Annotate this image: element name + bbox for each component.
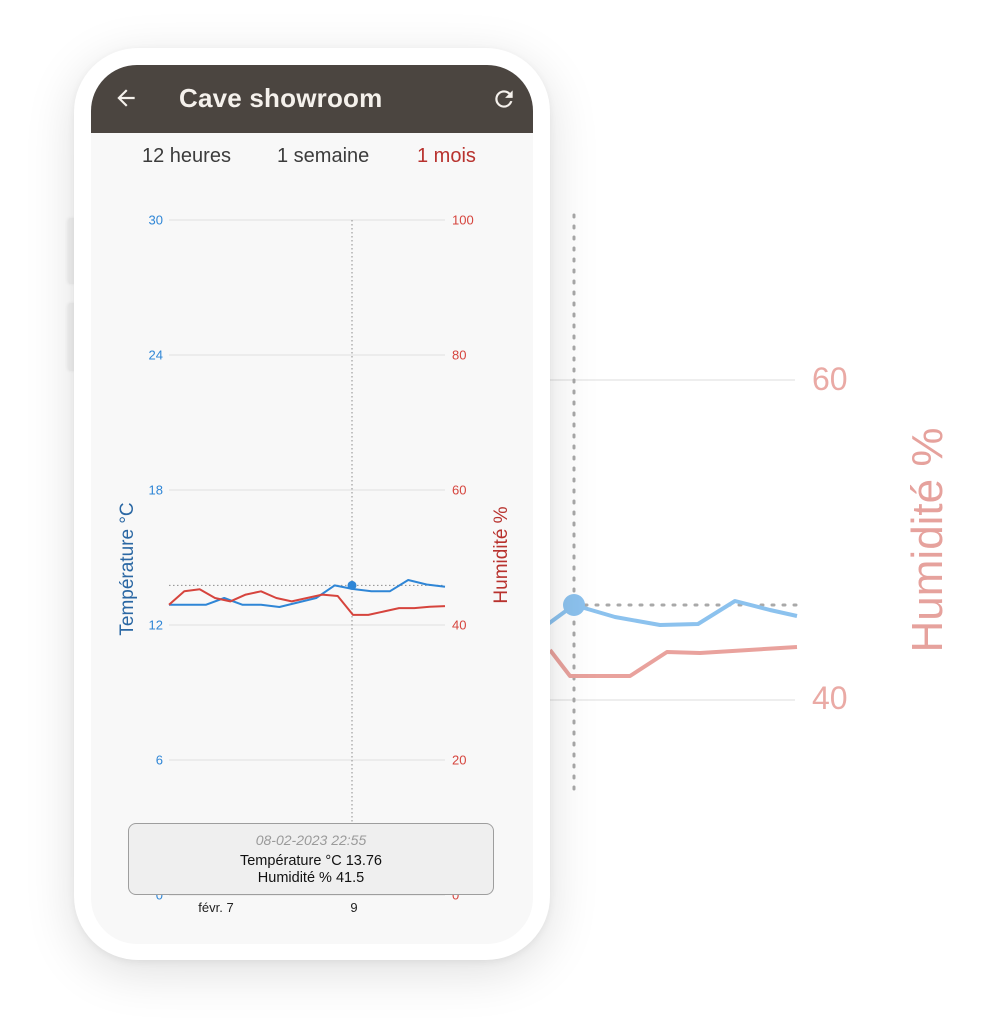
temperature-series-line xyxy=(169,579,446,608)
humidity-tick-label: 60 xyxy=(452,483,466,498)
x-tick-9: 9 xyxy=(350,900,357,915)
humidity-tick-label: 40 xyxy=(452,618,466,633)
zoom-humidity-line xyxy=(548,645,798,678)
temperature-tick-label: 0 xyxy=(156,888,163,903)
temperature-tick-label: 30 xyxy=(149,213,163,228)
phone-screen: Cave showroom 12 heures 1 semaine 1 mois… xyxy=(91,65,533,944)
temperature-tick-label: 6 xyxy=(156,753,163,768)
zoom-crosshair-point xyxy=(563,594,585,616)
app-bar: Cave showroom xyxy=(91,65,533,133)
temperature-tick-label: 24 xyxy=(149,348,163,363)
x-tick-feb-7: févr. 7 xyxy=(198,900,233,915)
temperature-tick-label: 12 xyxy=(149,618,163,633)
zoom-tick-60: 60 xyxy=(812,361,848,397)
humidity-tick-label: 0 xyxy=(452,888,459,903)
temperature-tick-label: 18 xyxy=(149,483,163,498)
crosshair-point xyxy=(347,580,357,590)
humidity-axis-ticks: 100 80 60 40 20 0 xyxy=(452,213,474,903)
humidity-axis-label: Humidité % xyxy=(491,506,512,603)
temperature-axis-label: Température °C xyxy=(117,502,138,635)
chart-tooltip: 08-02-2023 22:55 Température °C 13.76 Hu… xyxy=(128,823,494,895)
zoom-axis-label: Humidité % xyxy=(903,428,952,653)
chart-gridlines xyxy=(169,219,445,896)
tab-1-semaine[interactable]: 1 semaine xyxy=(277,145,370,167)
page-title: Cave showroom xyxy=(179,83,383,113)
period-tabs: 12 heures 1 semaine 1 mois xyxy=(91,145,533,173)
phone-side-button-upper xyxy=(68,218,76,284)
humidity-tick-label: 20 xyxy=(452,753,466,768)
humidity-tick-label: 100 xyxy=(452,213,474,228)
phone-side-button-lower xyxy=(68,303,76,371)
temperature-axis-ticks: 30 24 18 12 6 0 xyxy=(149,213,163,903)
tooltip-humidity: Humidité % 41.5 xyxy=(257,870,365,886)
tab-1-mois[interactable]: 1 mois xyxy=(417,145,476,167)
tooltip-date: 08-02-2023 22:55 xyxy=(255,832,367,848)
zoom-tick-40: 40 xyxy=(812,680,848,716)
humidity-series-line xyxy=(168,588,446,616)
tooltip-temperature: Température °C 13.76 xyxy=(239,853,382,869)
humidity-tick-label: 80 xyxy=(452,348,466,363)
arrow-left-icon[interactable] xyxy=(113,85,139,111)
tab-12-heures[interactable]: 12 heures xyxy=(142,145,231,167)
